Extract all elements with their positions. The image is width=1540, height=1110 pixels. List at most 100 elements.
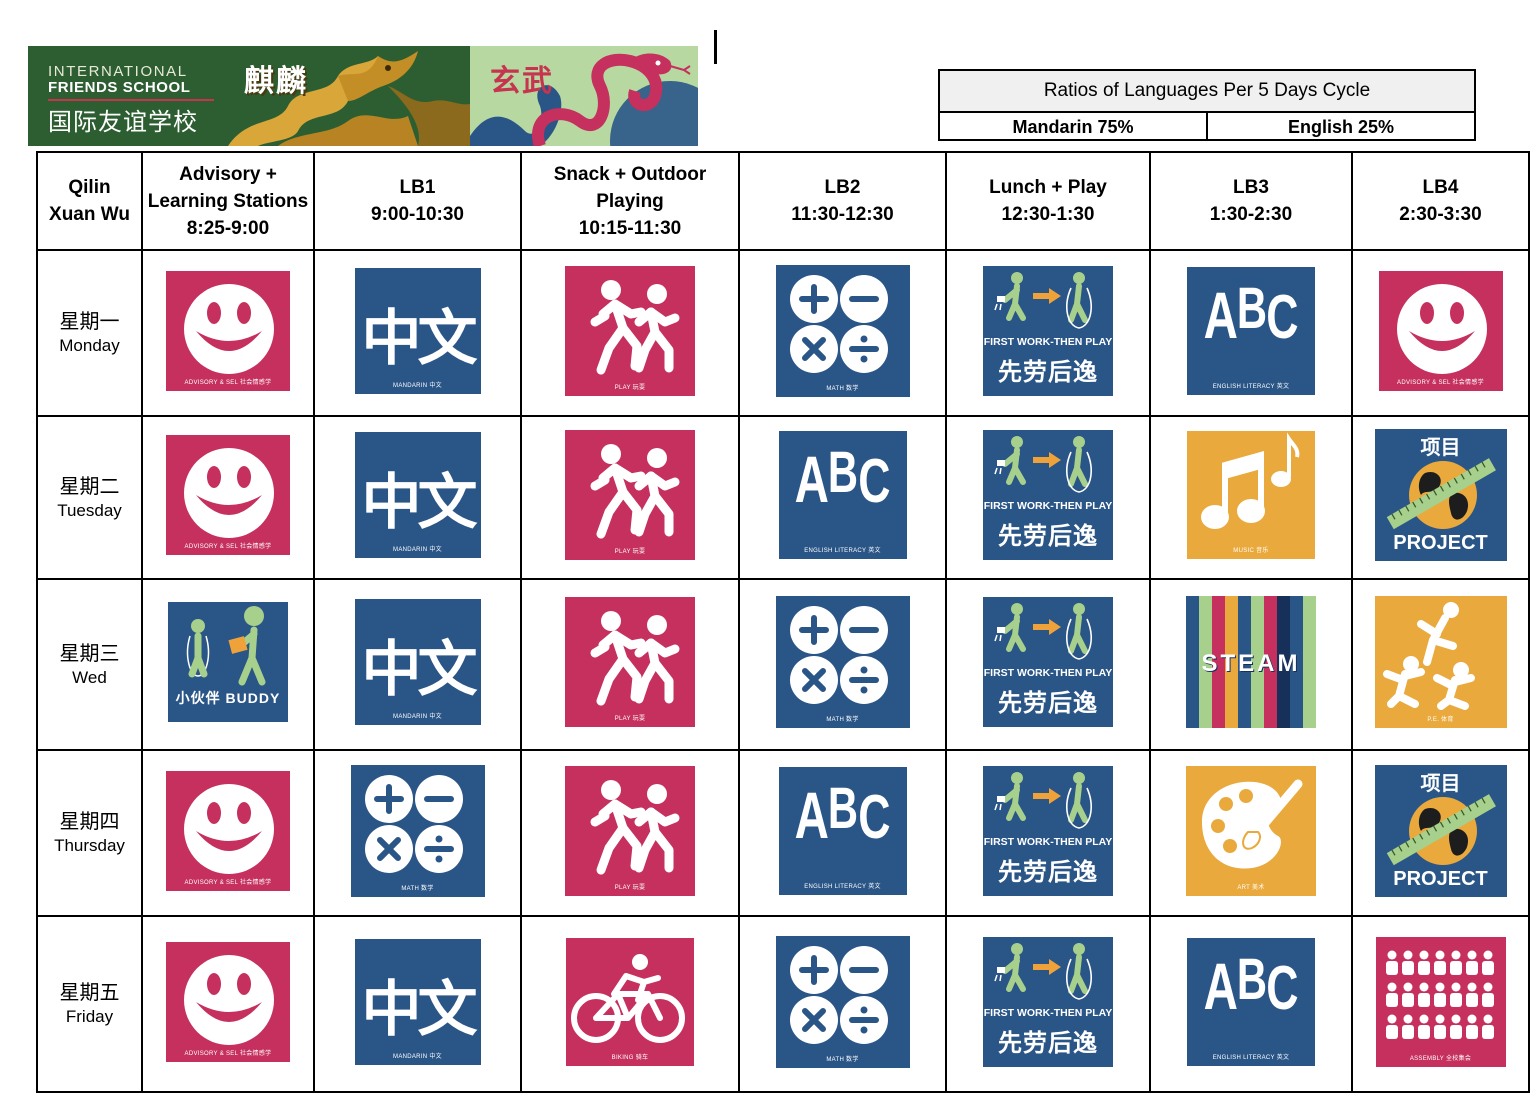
school-name-line2: FRIENDS SCHOOL [48, 79, 191, 96]
header-line: LB1 [399, 177, 436, 198]
globe-ruler-icon [1386, 458, 1496, 530]
schedule-cell: FIRST WORK-THEN PLAY 先劳后逸 [945, 415, 1151, 580]
first-work-label-cn: 先劳后逸 [998, 1029, 1098, 1057]
first-work-then-play-icon [994, 771, 1092, 829]
english-ratio: English 25% [1206, 113, 1474, 141]
day-name-en: Tuesday [57, 500, 122, 520]
day-row: 星期三 Wed 小伙伴 BUDDY 中文 MANDARIN 中文 [36, 578, 1530, 751]
firstwork-activity-tile: FIRST WORK-THEN PLAY 先劳后逸 [983, 936, 1113, 1067]
mandarin-activity-tile: 中文 MANDARIN 中文 [354, 938, 481, 1065]
first-work-label-cn: 先劳后逸 [998, 523, 1098, 550]
activity-caption: BIKING 骑车 [611, 1054, 649, 1061]
math-operators-icon [789, 606, 888, 704]
day-name-cn: 星期四 [59, 811, 120, 833]
mandarin-glyph-icon: 中文 [361, 304, 478, 372]
activity-caption: MATH 数学 [826, 385, 859, 392]
schedule-cell: 项目 PROJECT [1351, 415, 1530, 580]
activity-caption: ADVISORY & SEL 社会情感学 [184, 379, 272, 386]
schedule-cell: ADVISORY & SEL 社会情感学 [141, 415, 315, 580]
first-work-then-play-icon [994, 603, 1092, 660]
col-header-lunch: Lunch + Play 12:30-1:30 [945, 151, 1151, 251]
schedule-cell: PLAY 玩耍 [520, 415, 740, 580]
advisory-activity-tile: ADVISORY & SEL 社会情感学 [166, 770, 290, 891]
activity-caption: ART 美术 [1237, 884, 1265, 891]
advisory-activity-tile: ADVISORY & SEL 社会情感学 [1378, 270, 1503, 391]
math-activity-tile: MATH 数学 [775, 264, 910, 397]
first-work-label: FIRST WORK-THEN PLAY [983, 667, 1113, 679]
activity-caption: ASSEMBLY 全校集会 [1409, 1055, 1472, 1062]
school-name-line1: INTERNATIONAL [48, 63, 188, 80]
pe-exercise-icon [1382, 602, 1475, 710]
firstwork-activity-tile: FIRST WORK-THEN PLAY 先劳后逸 [983, 597, 1113, 727]
header-line: Playing [596, 190, 664, 212]
col-header-lb1: LB1 9:00-10:30 [313, 151, 522, 251]
activity-caption: P.E. 体育 [1427, 717, 1454, 723]
english-activity-tile: ABC ENGLISH LITERACY 英文 [778, 431, 907, 559]
day-name-en: Friday [65, 1007, 114, 1026]
schedule-cell: FIRST WORK-THEN PLAY 先劳后逸 [945, 249, 1151, 417]
project-label: PROJECT [1393, 532, 1488, 554]
schedule-cell: FIRST WORK-THEN PLAY 先劳后逸 [945, 578, 1151, 751]
running-children-icon [590, 444, 680, 539]
schedule-cell: ABC ENGLISH LITERACY 英文 [1149, 249, 1353, 417]
activity-caption: MANDARIN 中文 [393, 547, 442, 553]
first-work-label: FIRST WORK-THEN PLAY [983, 335, 1113, 348]
schedule-cell: ABC ENGLISH LITERACY 英文 [738, 749, 947, 917]
activity-caption: ADVISORY & SEL 社会情感学 [184, 1050, 272, 1057]
project-label-cn: 项目 [1420, 772, 1461, 795]
day-row: 星期一 Monday ADVISORY & SEL 社会情感学 中文 MANDA… [36, 249, 1530, 417]
advisory-activity-tile: ADVISORY & SEL 社会情感学 [166, 941, 290, 1062]
mandarin-activity-tile: 中文 MANDARIN 中文 [354, 432, 481, 558]
smiley-face-icon [184, 954, 274, 1045]
col-header-lb3: LB3 1:30-2:30 [1149, 151, 1353, 251]
day-name-cn: 星期一 [59, 311, 120, 333]
brand-divider [48, 99, 214, 101]
steam-activity-tile: STEAM [1186, 596, 1316, 728]
project-activity-tile: 项目 PROJECT [1374, 764, 1507, 897]
schedule-cell: MATH 数学 [738, 249, 947, 417]
art-palette-icon [1202, 779, 1303, 869]
text-cursor [714, 30, 717, 64]
project-activity-tile: 项目 PROJECT [1374, 429, 1507, 561]
play-activity-tile: PLAY 玩耍 [565, 430, 695, 560]
schedule-cell: ADVISORY & SEL 社会情感学 [141, 249, 315, 417]
art-activity-tile: ART 美术 [1186, 765, 1316, 896]
schedule-cell: ADVISORY & SEL 社会情感学 [141, 915, 315, 1093]
activity-caption: MATH 数学 [401, 885, 434, 892]
first-work-then-play-icon [994, 942, 1092, 1000]
activity-caption: ADVISORY & SEL 社会情感学 [1397, 379, 1484, 386]
language-ratio-box: Ratios of Languages Per 5 Days Cycle Man… [938, 69, 1476, 141]
math-operators-icon [364, 774, 463, 873]
advisory-activity-tile: ADVISORY & SEL 社会情感学 [166, 270, 290, 391]
schedule-cell: FIRST WORK-THEN PLAY 先劳后逸 [945, 749, 1151, 917]
play-activity-tile: PLAY 玩耍 [565, 597, 695, 727]
english-activity-tile: ABC ENGLISH LITERACY 英文 [1187, 937, 1315, 1066]
schedule-cell: PLAY 玩耍 [520, 249, 740, 417]
mandarin-activity-tile: 中文 MANDARIN 中文 [354, 599, 481, 725]
math-activity-tile: MATH 数学 [775, 935, 910, 1068]
biking-activity-tile: BIKING 骑车 [566, 937, 694, 1066]
col-header-lb2: LB2 11:30-12:30 [738, 151, 947, 251]
xuanwu-snake-icon [470, 53, 698, 146]
steam-label: STEAM [1201, 650, 1301, 677]
first-work-label-cn: 先劳后逸 [998, 858, 1098, 886]
globe-ruler-icon [1386, 793, 1496, 865]
advisory-activity-tile: ADVISORY & SEL 社会情感学 [166, 435, 290, 555]
steam-stripes-icon [1186, 596, 1316, 728]
running-children-icon [590, 779, 680, 874]
col-header-advisory: Advisory + Learning Stations 8:25-9:00 [141, 151, 315, 251]
day-row: 星期四 Thursday ADVISORY & SEL 社会情感学 MATH 数… [36, 749, 1530, 917]
abc-letters-icon: ABC [1203, 275, 1299, 352]
corner-line-2: Xuan Wu [49, 204, 130, 225]
english-activity-tile: ABC ENGLISH LITERACY 英文 [1187, 266, 1315, 395]
smiley-face-icon [1396, 283, 1487, 374]
first-work-label-cn: 先劳后逸 [998, 690, 1098, 717]
activity-caption: ENGLISH LITERACY 英文 [1212, 383, 1290, 390]
pe-activity-tile: P.E. 体育 [1374, 596, 1507, 728]
header-line: LB2 [824, 177, 861, 198]
header-line: 9:00-10:30 [371, 204, 464, 225]
activity-caption: ENGLISH LITERACY 英文 [1212, 1054, 1290, 1061]
activity-caption: PLAY 玩耍 [614, 884, 646, 891]
header-line: LB3 [1233, 177, 1269, 198]
schedule-cell: 项目 PROJECT [1351, 749, 1530, 917]
